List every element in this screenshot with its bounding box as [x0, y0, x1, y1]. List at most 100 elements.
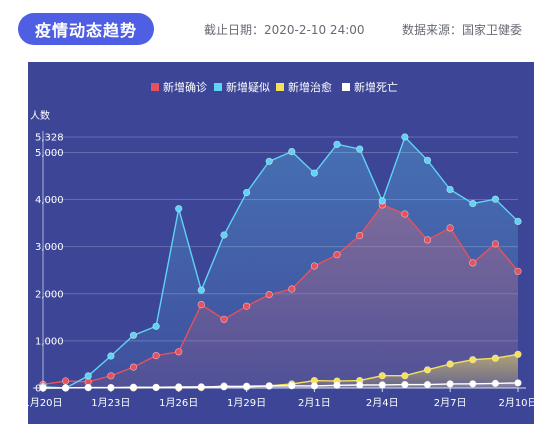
x-tick-label: 2月1日 — [298, 397, 331, 409]
x-tick-label: 2月7日 — [434, 397, 467, 409]
axis-layer: 0 1,000 2,000 3,000 4,000 5,000 5,328 人数 1月20日 1月… — [28, 109, 534, 409]
data-point — [243, 302, 251, 310]
legend-swatch — [214, 83, 222, 91]
data-point — [514, 350, 522, 358]
data-point — [401, 372, 409, 380]
legend-swatch — [276, 83, 284, 91]
y-tick-label: 1,000 — [35, 336, 64, 347]
data-point — [423, 366, 432, 374]
data-point — [356, 145, 364, 153]
deadline-text: 截止日期：2020-2-10 24:00 — [204, 21, 365, 38]
x-tick-label: 2月10日 — [498, 397, 534, 409]
legend-label: 新增确诊 — [163, 80, 207, 94]
data-point — [491, 354, 500, 362]
series-area — [43, 354, 518, 388]
data-point — [129, 363, 138, 371]
header: 疫情动态趋势 截止日期：2020-2-10 24:00 数据来源：国家卫健委 — [0, 0, 548, 62]
legend-swatch — [151, 83, 159, 91]
data-point — [423, 236, 432, 244]
data-point — [333, 381, 341, 389]
data-point — [491, 240, 500, 248]
y-tick-label: 3,000 — [35, 242, 64, 253]
area-layer — [43, 137, 518, 388]
data-point — [197, 383, 205, 391]
y-tick-label: 5,328 — [35, 133, 64, 144]
source-label: 数据来源： — [402, 23, 463, 37]
data-point — [288, 147, 296, 156]
data-point — [265, 291, 273, 299]
data-point — [491, 195, 500, 203]
data-point — [378, 381, 386, 389]
data-point — [310, 262, 319, 270]
data-point — [84, 372, 92, 380]
x-tick-label: 2月4日 — [366, 397, 399, 409]
data-point — [129, 331, 138, 339]
data-point — [469, 356, 477, 364]
data-point — [175, 205, 183, 213]
x-tick-label: 1月26日 — [159, 397, 198, 409]
series-line — [42, 382, 519, 389]
legend-swatch — [342, 83, 350, 91]
y-tick-label: 5,000 — [35, 148, 64, 159]
x-tick-label: 1月29日 — [227, 397, 266, 409]
data-point — [514, 217, 522, 225]
data-point — [152, 383, 160, 391]
data-point — [446, 224, 454, 232]
data-point — [288, 285, 296, 293]
y-tick-label: 2,000 — [35, 289, 64, 300]
series-area — [43, 137, 518, 388]
data-point — [152, 352, 160, 360]
data-point — [423, 381, 432, 389]
data-point — [333, 251, 341, 259]
source-value: 国家卫健委 — [462, 23, 523, 37]
data-point — [243, 189, 251, 197]
trend-chart: 0 1,000 2,000 3,000 4,000 5,000 5,328 人数 1月20日 1月… — [28, 80, 534, 409]
legend: 新增确诊 新增疑似 新增治愈 新增死亡 — [151, 80, 398, 94]
data-point — [288, 382, 296, 390]
deadline-value: 2020-2-10 24:00 — [264, 23, 365, 37]
data-point — [446, 360, 454, 368]
page-title: 疫情动态趋势 — [18, 13, 154, 45]
data-point — [446, 380, 454, 388]
x-tick-label: 1月20日 — [28, 397, 63, 409]
series-line — [42, 204, 519, 386]
source-text: 数据来源：国家卫健委 — [402, 21, 522, 38]
data-point — [356, 381, 364, 389]
data-point — [469, 380, 477, 388]
data-point — [514, 267, 522, 275]
data-point — [356, 232, 364, 240]
data-point — [265, 157, 273, 165]
data-point — [401, 381, 409, 389]
data-point — [107, 352, 115, 360]
y-tick-label: 4,000 — [35, 195, 64, 206]
data-point — [310, 169, 319, 177]
data-point — [401, 133, 409, 141]
legend-label: 新增死亡 — [354, 80, 398, 94]
data-point — [220, 383, 228, 391]
data-point — [514, 379, 522, 387]
data-point — [175, 348, 183, 356]
data-point — [401, 210, 409, 218]
data-point — [491, 379, 500, 388]
series-line — [42, 135, 519, 389]
y-axis-label: 人数 — [30, 109, 50, 122]
data-point — [378, 197, 386, 205]
legend-label: 新增疑似 — [226, 80, 270, 94]
data-point — [220, 231, 228, 239]
data-point — [469, 259, 477, 267]
data-point — [446, 185, 454, 194]
legend-label: 新增治愈 — [288, 80, 332, 94]
deadline-label: 截止日期： — [204, 23, 265, 37]
series-area — [43, 382, 518, 388]
y-tick-label: 0 — [35, 384, 41, 395]
data-point — [220, 315, 228, 323]
data-point — [197, 301, 205, 309]
data-point — [469, 199, 477, 208]
chart-panel: 0 1,000 2,000 3,000 4,000 5,000 5,328 人数 1月20日 1月… — [28, 62, 534, 424]
data-point — [423, 156, 432, 164]
data-point — [152, 322, 160, 330]
data-point — [107, 372, 115, 380]
data-point — [61, 377, 70, 385]
data-point — [333, 140, 341, 148]
data-point — [197, 286, 205, 294]
